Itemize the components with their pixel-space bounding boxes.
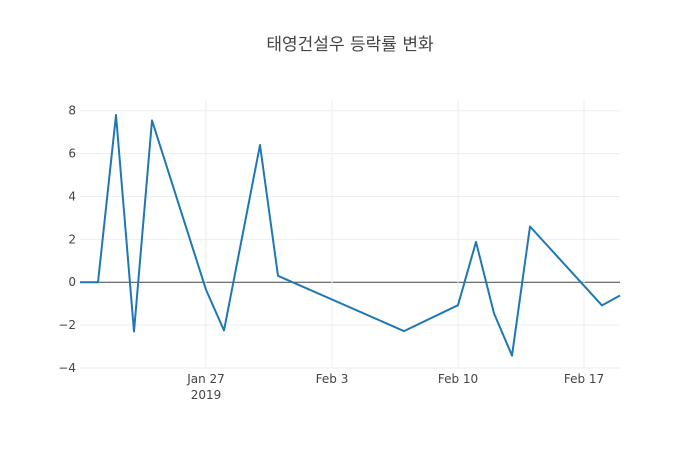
- gridlines: [80, 100, 620, 369]
- y-tick-label: 4: [68, 189, 76, 203]
- x-tick-label: Jan 27: [186, 372, 225, 386]
- x-tick-label: Feb 17: [564, 372, 604, 386]
- y-tick-label: 8: [68, 104, 76, 118]
- series-layer: [80, 114, 621, 357]
- axes: −4 −2 0 2 4 6 8 Jan 27 2019 Feb 3 Feb 10 Feb 17: [58, 104, 604, 402]
- y-tick-label: 0: [68, 275, 76, 289]
- x-tick-label: Feb 10: [438, 372, 478, 386]
- x-tick-label: Feb 3: [316, 372, 349, 386]
- y-tick-label: 6: [68, 147, 76, 161]
- series-line: [80, 114, 621, 357]
- y-tick-label: 2: [68, 232, 76, 246]
- y-tick-label: −2: [58, 318, 76, 332]
- chart-title: 태영건설우 등락률 변화: [266, 35, 434, 55]
- y-tick-label: −4: [58, 361, 76, 375]
- x-tick-sublabel: 2019: [191, 388, 222, 402]
